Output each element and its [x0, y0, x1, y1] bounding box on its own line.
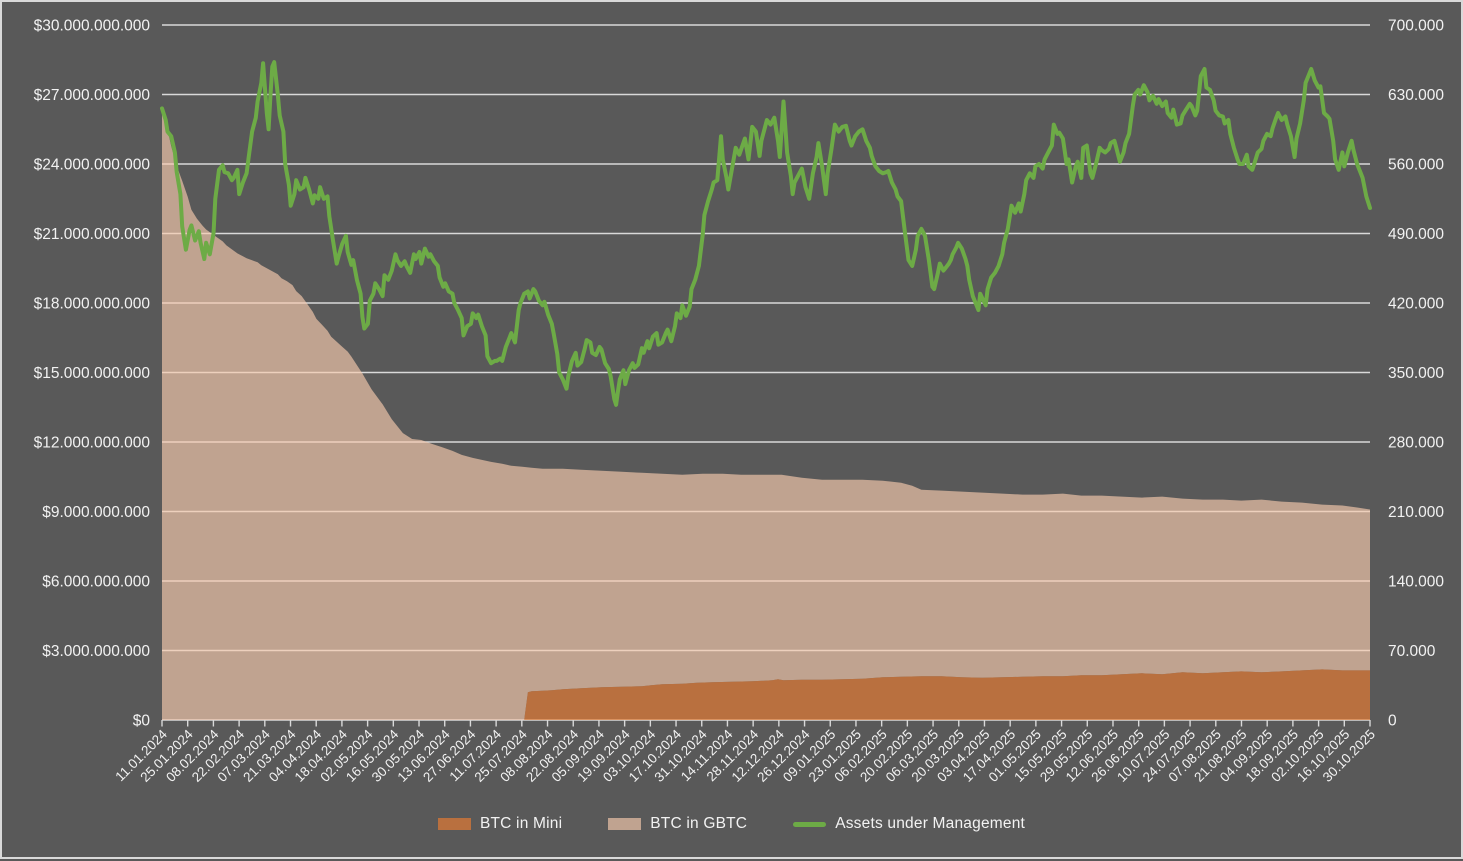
legend-label-btc-in-gbtc: BTC in GBTC — [650, 815, 748, 832]
right-axis-tick-label: 420.000 — [1388, 296, 1444, 313]
legend-item-btc-in-mini: BTC in Mini — [437, 815, 563, 833]
left-axis-tick-label: $27.000.000.000 — [34, 87, 151, 104]
left-axis-tick-label: $9.000.000.000 — [42, 504, 150, 521]
left-axis-tick-label: $30.000.000.000 — [34, 18, 151, 35]
right-axis-tick-label: 490.000 — [1388, 226, 1444, 243]
left-axis-tick-label: $15.000.000.000 — [34, 365, 151, 382]
left-axis-tick-label: $24.000.000.000 — [34, 157, 151, 174]
right-axis-tick-label: 280.000 — [1388, 435, 1444, 452]
right-axis-tick-label: 630.000 — [1388, 87, 1444, 104]
mini-area-swatch-icon — [437, 818, 471, 830]
left-axis-tick-label: $21.000.000.000 — [34, 226, 151, 243]
series-area-btc-in-gbtc — [162, 106, 1370, 720]
gbtc-area-swatch-icon — [608, 818, 642, 830]
right-axis-tick-label: 350.000 — [1388, 365, 1444, 382]
left-axis-tick-label: $3.000.000.000 — [42, 643, 150, 660]
left-axis-tick-label: $6.000.000.000 — [42, 574, 150, 591]
legend-label-btc-in-mini: BTC in Mini — [479, 815, 563, 832]
series-line-assets-under-management — [160, 60, 1372, 407]
legend-item-btc-in-gbtc: BTC in GBTC — [608, 815, 747, 833]
chart-legend: BTC in Mini BTC in GBTC Assets under Man… — [2, 815, 1461, 833]
right-axis-tick-label: 0 — [1388, 713, 1397, 730]
legend-item-aum: Assets under Management — [793, 815, 1025, 833]
right-axis-tick-label: 70.000 — [1388, 643, 1436, 660]
left-axis-tick-label: $12.000.000.000 — [34, 435, 151, 452]
right-axis-tick-label: 700.000 — [1388, 18, 1444, 35]
series-area-btc-in-mini — [162, 669, 1370, 720]
left-axis-tick-label: $0 — [133, 713, 151, 730]
aum-line-swatch-icon — [793, 821, 827, 827]
right-axis-tick-label: 140.000 — [1388, 574, 1444, 591]
right-axis-tick-label: 210.000 — [1388, 504, 1444, 521]
right-axis-tick-label: 560.000 — [1388, 157, 1444, 174]
legend-label-aum: Assets under Management — [835, 815, 1026, 832]
left-axis-tick-label: $18.000.000.000 — [34, 296, 151, 313]
